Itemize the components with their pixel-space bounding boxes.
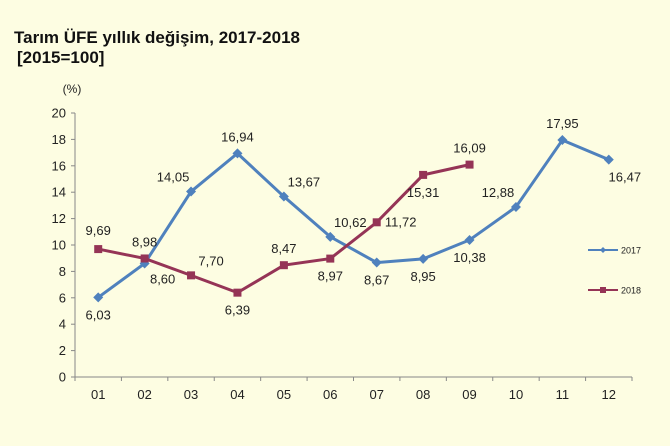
series-line-2017 [97, 138, 610, 299]
x-tick-label: 06 [323, 387, 337, 402]
x-tick-label: 07 [369, 387, 383, 402]
data-label-2018: 7,70 [198, 253, 223, 268]
title-text: Tarım ÜFE yıllık değişim, 2017-2018 [14, 28, 300, 47]
y-axis-label: (%) [63, 82, 82, 96]
legend-label-2017: 2017 [621, 246, 641, 256]
data-point-2018 [465, 160, 474, 169]
data-point-2018 [279, 261, 288, 270]
x-tick-label: 04 [230, 387, 244, 402]
data-point-2018 [140, 254, 149, 263]
x-tick-label: 01 [91, 387, 105, 402]
data-label-2017: 10,62 [334, 215, 367, 230]
data-point-2017 [557, 135, 568, 146]
data-label-2017: 8,95 [410, 269, 435, 284]
x-tick-label: 09 [462, 387, 476, 402]
data-label-2018: 8,97 [318, 269, 343, 284]
y-tick-label: 16 [52, 158, 66, 173]
y-tick-label: 0 [59, 370, 66, 385]
y-tick-label: 14 [52, 185, 66, 200]
data-label-2018: 8,98 [132, 234, 157, 249]
data-label-2018: 9,69 [86, 223, 111, 238]
data-label-2017: 17,95 [546, 116, 579, 131]
x-tick-label: 08 [416, 387, 430, 402]
data-point-2017 [464, 234, 475, 245]
data-point-2017 [325, 231, 336, 242]
y-tick-label: 8 [59, 264, 66, 279]
legend-label-2018: 2018 [621, 286, 641, 296]
data-point-2017 [232, 148, 243, 159]
data-point-2017 [186, 186, 197, 197]
y-tick-label: 20 [52, 106, 66, 121]
x-tick-label: 03 [184, 387, 198, 402]
data-label-2017: 8,67 [364, 273, 389, 288]
data-label-2017: 16,94 [221, 129, 254, 144]
data-point-2017 [278, 191, 289, 202]
data-point-2017 [371, 257, 382, 268]
data-label-2018: 11,72 [385, 214, 417, 229]
data-label-2018: 15,31 [407, 185, 440, 200]
x-tick-label: 11 [556, 387, 570, 402]
data-point-2018 [372, 218, 381, 227]
legend-marker-2017 [600, 247, 606, 253]
data-label-2017: 16,47 [609, 170, 642, 185]
data-label-2017: 6,03 [86, 307, 111, 322]
data-label-2017: 12,88 [482, 185, 515, 200]
chart-title: Tarım ÜFE yıllık değişim, 2017-2018 [201… [14, 28, 300, 68]
data-label-2017: 8,60 [150, 271, 175, 286]
y-tick-label: 2 [59, 343, 66, 358]
data-point-2017 [93, 292, 104, 303]
x-tick-label: 10 [509, 387, 523, 402]
data-point-2017 [418, 253, 429, 264]
data-label-2018: 16,09 [453, 141, 486, 156]
data-label-2017: 10,38 [453, 250, 486, 265]
y-tick-label: 18 [52, 132, 66, 147]
x-tick-label: 12 [602, 387, 616, 402]
data-point-2018 [233, 288, 242, 297]
legend-marker-2018 [600, 287, 606, 293]
data-point-2018 [187, 271, 196, 280]
data-point-2018 [94, 245, 103, 254]
data-label-2018: 8,47 [271, 241, 296, 256]
data-label-2017: 14,05 [157, 170, 190, 185]
x-tick-label: 02 [137, 387, 151, 402]
y-tick-label: 4 [59, 317, 66, 332]
y-tick-label: 12 [52, 211, 66, 226]
y-tick-label: 10 [52, 238, 66, 253]
data-point-2018 [326, 254, 335, 263]
y-tick-label: 6 [59, 290, 66, 305]
x-tick-label: 05 [277, 387, 291, 402]
subtitle-text: [2015=100] [17, 48, 105, 67]
data-label-2018: 6,39 [225, 303, 250, 318]
data-label-2017: 13,67 [288, 175, 321, 190]
data-point-2017 [510, 201, 521, 212]
data-point-2017 [603, 154, 614, 165]
data-point-2018 [419, 170, 428, 179]
